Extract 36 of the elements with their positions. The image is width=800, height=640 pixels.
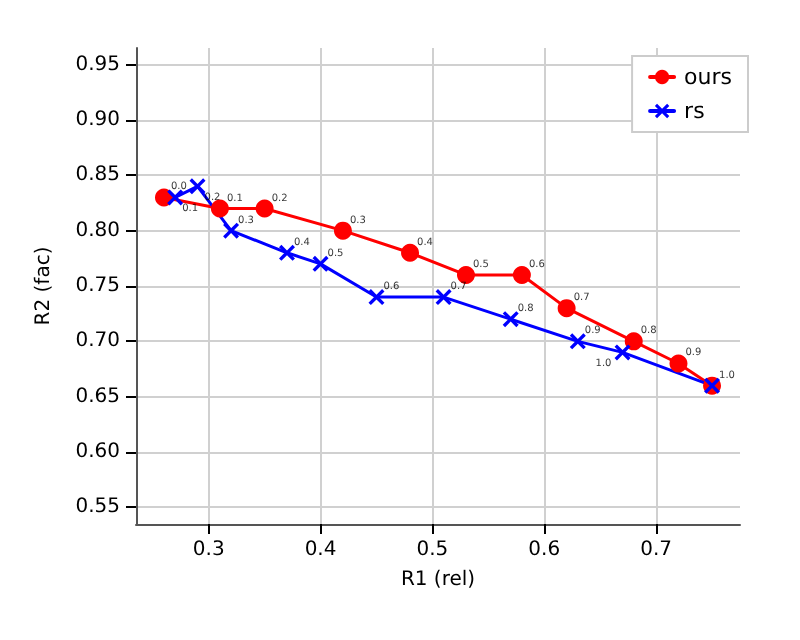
- x-tick-label: 0.4: [304, 539, 337, 561]
- y-tick-label: 0.90: [75, 108, 120, 131]
- y-tick-label: 0.60: [75, 441, 120, 464]
- point: [614, 344, 631, 361]
- legend-label: rs: [684, 98, 706, 124]
- legend-label: ours: [684, 64, 733, 90]
- y-tick-label: 0.95: [75, 53, 120, 76]
- y-tick-label: 0.80: [75, 219, 120, 242]
- y-tick-label: 0.55: [75, 496, 120, 519]
- point: [279, 244, 295, 261]
- x-tick-label: 0.6: [528, 539, 561, 561]
- point: [624, 332, 643, 351]
- x-tick-label: 0.5: [416, 539, 449, 561]
- point: [669, 354, 688, 373]
- point: [255, 199, 274, 218]
- point: [210, 199, 229, 218]
- point: [223, 222, 240, 239]
- point: [312, 255, 329, 272]
- x-tick-label: 0.3: [192, 539, 225, 561]
- x-tick-label: 0.7: [640, 539, 673, 561]
- point: [557, 299, 576, 318]
- point: [502, 311, 519, 328]
- y-tick-label: 0.70: [75, 330, 120, 353]
- y-tick-label: 0.75: [75, 275, 120, 297]
- point: [569, 333, 586, 350]
- x-axis-title: R1 (rel): [400, 568, 476, 591]
- point: [401, 243, 420, 262]
- point: [456, 265, 475, 284]
- point: [189, 178, 206, 195]
- point: [167, 189, 184, 206]
- y-axis-title: R2 (fac): [32, 246, 55, 326]
- point: [333, 221, 352, 240]
- point: [512, 265, 531, 284]
- point: [435, 289, 452, 306]
- y-tick-label: 0.85: [75, 164, 120, 187]
- y-tick-label: 0.65: [75, 385, 120, 408]
